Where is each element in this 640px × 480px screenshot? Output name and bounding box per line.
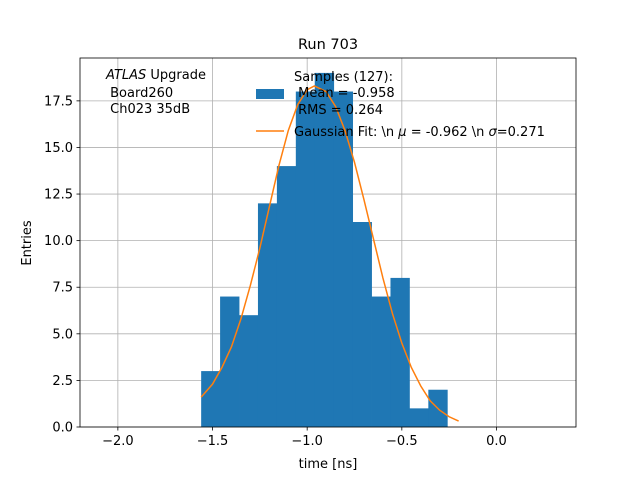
atlas-annotation-line1: ATLAS Upgrade <box>105 68 206 83</box>
histogram-bar <box>314 72 335 427</box>
legend: Samples (127): Mean = -0.958 RMS = 0.264… <box>256 70 545 140</box>
plot-frame <box>79 57 577 428</box>
histogram-bar <box>220 296 240 427</box>
legend-fit-prefix: Gaussian Fit: \n <box>294 125 398 140</box>
histogram-bar <box>295 91 316 427</box>
histogram-bar <box>409 408 429 427</box>
y-tick-label: 12.5 <box>44 188 73 203</box>
y-tick-label: 5.0 <box>52 327 73 342</box>
histogram-bar <box>333 91 354 427</box>
histogram-bar <box>239 315 259 427</box>
atlas-annotation-line3: Ch023 35dB <box>106 102 190 117</box>
x-tick-label: 0.0 <box>486 434 507 449</box>
y-tick-label: 15.0 <box>44 141 73 156</box>
x-tick-label: −1.0 <box>291 434 323 449</box>
gaussian-fit-curve <box>200 85 459 422</box>
y-tick-label: 0.0 <box>52 421 73 436</box>
atlas-upgrade-label: Upgrade <box>146 68 206 83</box>
y-axis-label: Entries <box>20 220 35 266</box>
y-tick-label: 2.5 <box>52 374 73 389</box>
histogram-bar <box>201 371 221 427</box>
gaussian-fit-line <box>200 85 459 422</box>
histogram-bars <box>201 72 448 427</box>
legend-fit-mu: μ <box>397 125 406 140</box>
histogram-bar <box>257 203 278 427</box>
histogram-bar <box>371 296 391 427</box>
y-tick-label: 10.0 <box>44 234 73 249</box>
x-axis-label: time [ns] <box>299 457 358 472</box>
legend-fit-middle: = -0.962 \n <box>407 125 489 140</box>
atlas-annotation-line2: Board260 <box>106 86 173 101</box>
chart-title: Run 703 <box>298 37 358 53</box>
x-tick-label: −2.0 <box>102 434 134 449</box>
legend-hist-line1: Samples (127): <box>294 70 393 85</box>
x-axis-ticks: −2.0 −1.5 −1.0 −0.5 0.0 <box>102 427 507 449</box>
x-tick-label: −1.5 <box>197 434 229 449</box>
y-tick-label: 17.5 <box>44 94 73 109</box>
histogram-bar <box>390 277 410 427</box>
legend-fit-suffix: =0.271 <box>497 125 545 140</box>
histogram-bar <box>276 166 297 427</box>
legend-fit-label: Gaussian Fit: \n μ = -0.962 \n σ=0.271 <box>294 125 545 140</box>
y-tick-label: 7.5 <box>52 281 73 296</box>
atlas-italic-label: ATLAS <box>105 68 146 83</box>
legend-hist-swatch <box>256 89 284 99</box>
legend-fit-sigma: σ <box>489 125 498 140</box>
histogram-bar <box>352 222 372 427</box>
y-axis-ticks: 0.0 2.5 5.0 7.5 10.0 12.5 15.0 17.5 <box>44 94 80 436</box>
legend-hist-line2: Mean = -0.958 <box>294 86 395 101</box>
x-tick-label: −0.5 <box>386 434 418 449</box>
legend-hist-line3: RMS = 0.264 <box>294 103 383 118</box>
